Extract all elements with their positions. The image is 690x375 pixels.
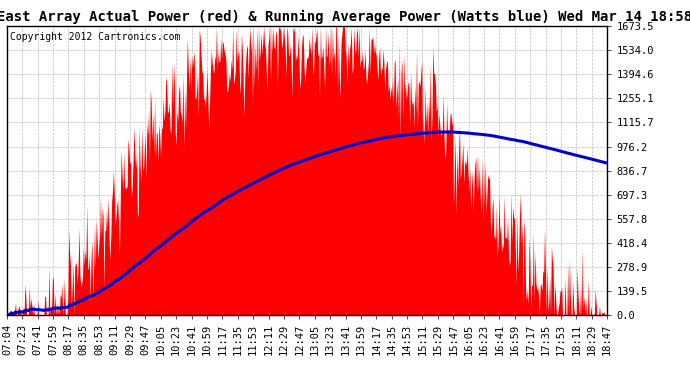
- Text: Copyright 2012 Cartronics.com: Copyright 2012 Cartronics.com: [10, 32, 180, 42]
- Text: East Array Actual Power (red) & Running Average Power (Watts blue) Wed Mar 14 18: East Array Actual Power (red) & Running …: [0, 9, 690, 24]
